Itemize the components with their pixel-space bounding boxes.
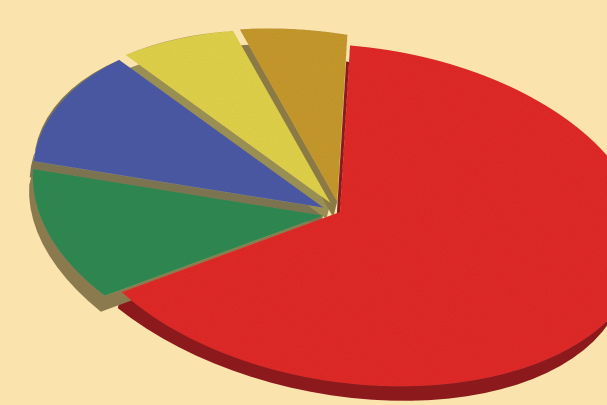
pie-slice-1	[121, 45, 607, 387]
pie-slice-2	[32, 169, 324, 296]
slice-tops	[32, 28, 607, 387]
pie-slice-4	[126, 30, 331, 203]
pie-slice-3	[33, 59, 324, 208]
pie-slice-side-5	[235, 28, 348, 218]
pie-slice-side-4	[122, 30, 331, 219]
pie-slice-side-1	[117, 45, 607, 401]
pie-slice-5	[239, 28, 348, 202]
